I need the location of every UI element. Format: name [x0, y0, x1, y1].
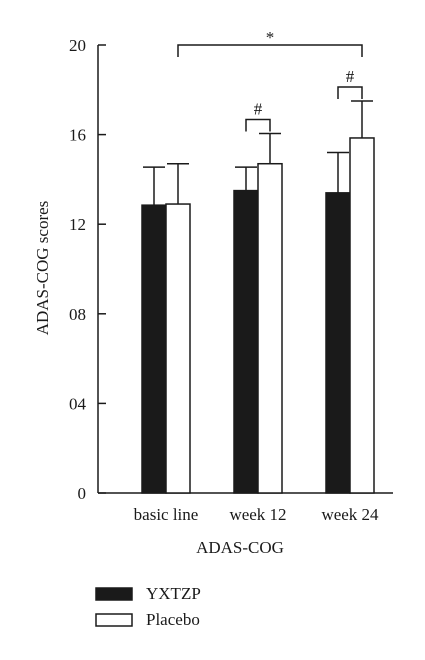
significance-annotations: # # * — [177, 28, 363, 132]
legend-label: Placebo — [146, 610, 200, 629]
bars — [141, 100, 375, 494]
bar — [325, 192, 351, 494]
legend-swatch — [95, 587, 133, 601]
bar — [257, 162, 283, 494]
x-tick-label: week 12 — [229, 505, 286, 524]
bar — [165, 203, 191, 494]
x-tick-label: week 24 — [321, 505, 379, 524]
y-axis-label: ADAS-COG scores — [33, 201, 52, 336]
x-tick-label: basic line — [134, 505, 199, 524]
y-tick-label: 20 — [69, 36, 86, 55]
bar — [233, 189, 259, 494]
y-tick-label: 16 — [69, 126, 86, 145]
bar — [349, 137, 375, 494]
significance-label: * — [266, 28, 275, 47]
legend-swatch — [95, 613, 133, 627]
y-tick-label: 04 — [69, 394, 87, 413]
significance-label: # — [254, 99, 263, 118]
legend-label: YXTZP — [146, 584, 201, 603]
legend: YXTZP Placebo — [95, 584, 201, 629]
axes: 0 04 08 12 16 20 basic line week 12 week 24 — [69, 36, 393, 524]
bar — [141, 204, 167, 494]
significance-bracket — [177, 44, 363, 57]
y-tick-label: 12 — [69, 215, 86, 234]
significance-bracket — [245, 118, 271, 132]
y-tick-label: 0 — [78, 484, 87, 503]
significance-label: # — [346, 67, 355, 86]
x-axis-label: ADAS-COG — [196, 538, 284, 557]
significance-bracket — [337, 86, 363, 99]
y-tick-label: 08 — [69, 305, 86, 324]
